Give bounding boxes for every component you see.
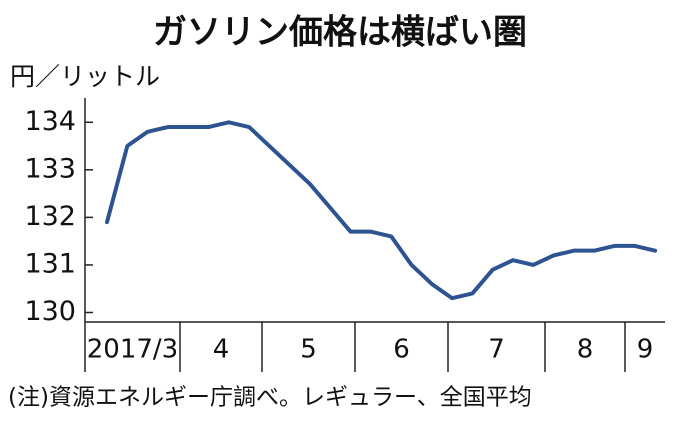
x-tick-label: 6 [393,335,410,365]
x-tick-label: 7 [488,335,505,365]
note: (注)資源エネルギー庁調べ。レギュラー、全国平均 [8,385,532,411]
y-tick-label: 130 [24,296,76,327]
y-axis-label: 円／リットル [10,62,160,91]
x-tick-label: 4 [213,335,230,365]
line [105,120,658,301]
y-tick-label: 133 [24,153,76,184]
y-tick-label: 132 [24,201,76,232]
y-tick-label: 131 [24,248,76,279]
x-tick-label: 5 [300,335,317,365]
y-tick-label: 134 [24,106,76,137]
x-tick-label: 8 [577,335,594,365]
chart-title: ガソリン価格は横ばい圏 [153,13,527,53]
x-tick-label: 2017/3 [87,335,178,365]
x-tick-label: 9 [637,335,654,365]
